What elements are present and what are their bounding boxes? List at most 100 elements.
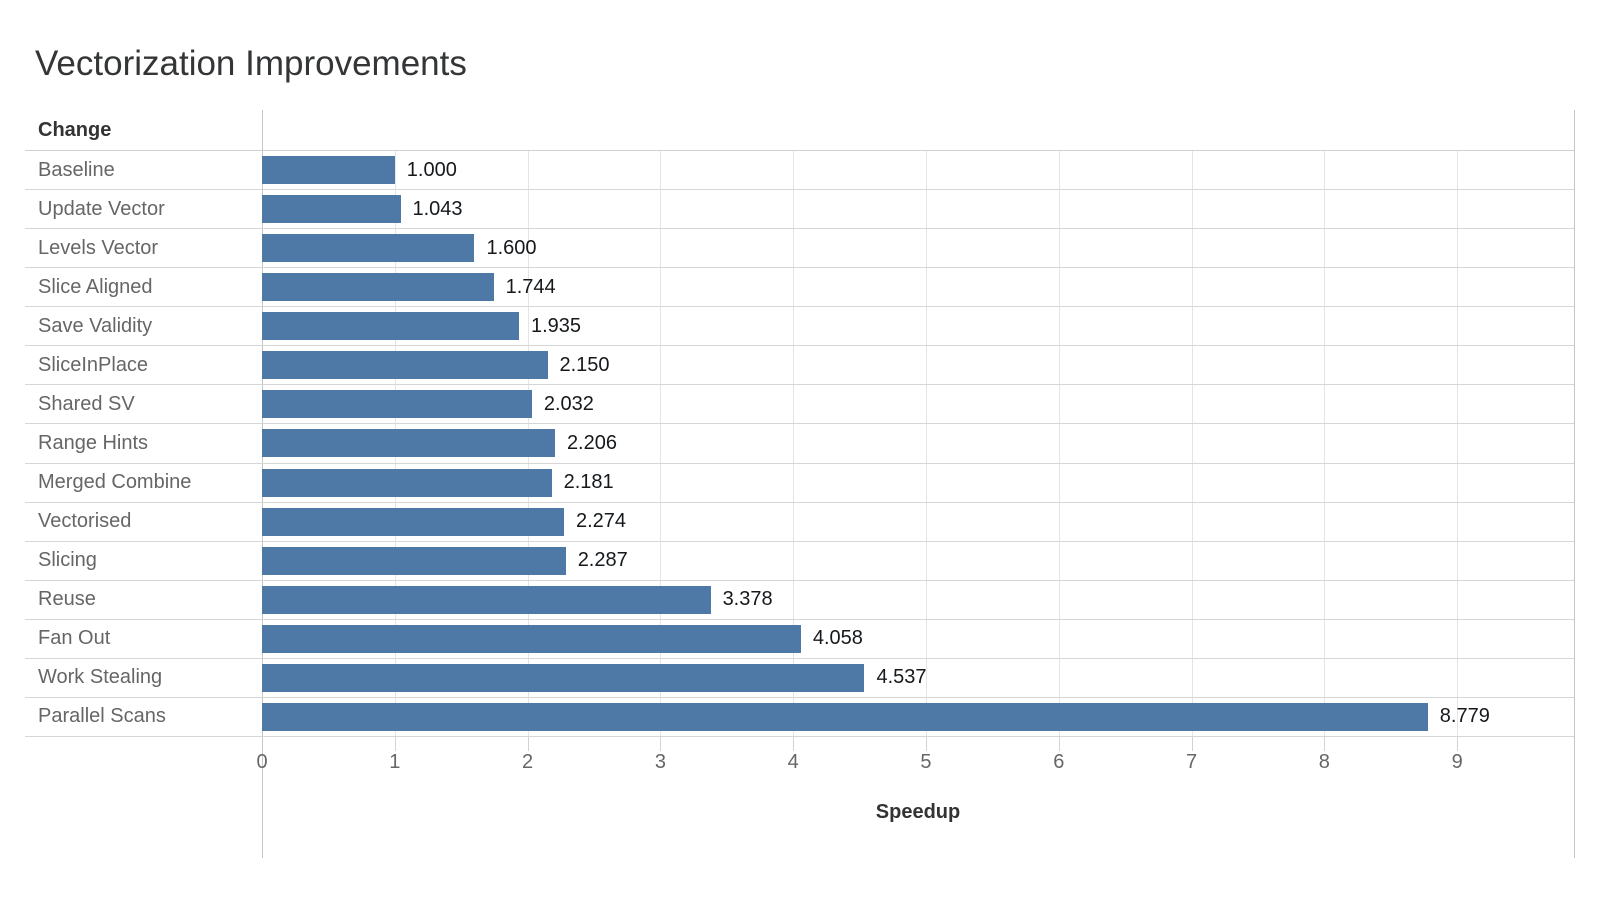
bar-value-label: 1.043 bbox=[412, 197, 463, 220]
x-tick-label: 5 bbox=[920, 751, 932, 773]
bar-value-label: 2.032 bbox=[543, 392, 594, 415]
x-tick-mark bbox=[1191, 737, 1193, 751]
category-label: SliceInPlace bbox=[38, 353, 149, 376]
x-tick-label: 8 bbox=[1318, 751, 1330, 773]
row-plot-area: 1.744 bbox=[262, 268, 1574, 306]
bar-mark[interactable] bbox=[262, 273, 494, 302]
x-tick-label: 3 bbox=[654, 751, 666, 773]
x-gridline bbox=[1058, 151, 1060, 737]
x-tick-label: 9 bbox=[1451, 751, 1463, 773]
x-gridline bbox=[925, 151, 927, 737]
table-row: Parallel Scans 8.779 bbox=[25, 698, 1574, 737]
category-label: Save Validity bbox=[38, 314, 153, 337]
row-plot-area: 4.058 bbox=[262, 620, 1574, 658]
bar-mark[interactable] bbox=[262, 312, 519, 341]
table-row: Shared SV 2.032 bbox=[25, 385, 1574, 425]
row-header-label: Change bbox=[38, 119, 112, 141]
x-tick-mark bbox=[925, 737, 927, 751]
row-plot-area: 2.032 bbox=[262, 385, 1574, 423]
table-row: Save Validity 1.935 bbox=[25, 307, 1574, 347]
x-tick-mark bbox=[394, 737, 396, 751]
row-plot-area: 2.206 bbox=[262, 424, 1574, 462]
x-tick-label: 4 bbox=[787, 751, 799, 773]
bar-mark[interactable] bbox=[262, 390, 532, 419]
x-tick-label: 2 bbox=[522, 751, 534, 773]
x-tick-label: 7 bbox=[1185, 751, 1198, 773]
bar-value-label: 3.378 bbox=[722, 588, 773, 611]
bar-value-label: 4.058 bbox=[812, 627, 863, 650]
x-tick-label: 1 bbox=[389, 751, 401, 773]
table-row: Fan Out 4.058 bbox=[25, 620, 1574, 659]
bar-mark[interactable] bbox=[262, 624, 801, 653]
bar-mark[interactable] bbox=[262, 156, 395, 185]
table-row: Reuse 3.378 bbox=[25, 581, 1574, 620]
bar-value-label: 1.000 bbox=[406, 158, 457, 181]
table-row: Slicing 2.287 bbox=[25, 542, 1574, 581]
x-tick-mark bbox=[1058, 737, 1060, 751]
table-row: Work Stealing 4.537 bbox=[25, 659, 1574, 698]
row-plot-area: 3.378 bbox=[262, 581, 1574, 619]
category-label: Slice Aligned bbox=[38, 275, 153, 298]
x-gridline bbox=[1191, 151, 1193, 737]
bar-rows: Baseline 1.000 Update Vector 1.043 Levels Ve… bbox=[25, 151, 1574, 737]
category-label: Merged Combine bbox=[38, 471, 192, 494]
x-tick-mark bbox=[1457, 737, 1459, 751]
bar-mark[interactable] bbox=[262, 195, 401, 224]
table-row: Levels Vector 1.600 bbox=[25, 229, 1574, 269]
table-row: Vectorised 2.274 bbox=[25, 503, 1574, 542]
category-label: Work Stealing bbox=[38, 666, 163, 689]
bar-mark[interactable] bbox=[262, 546, 566, 575]
bar-mark[interactable] bbox=[262, 429, 555, 458]
table-row: Merged Combine 2.181 bbox=[25, 464, 1574, 503]
bar-value-label: 2.206 bbox=[566, 431, 617, 454]
row-plot-area: 2.181 bbox=[262, 464, 1574, 502]
bar-mark[interactable] bbox=[262, 585, 711, 614]
x-tick-label: 0 bbox=[256, 751, 268, 773]
bar-mark[interactable] bbox=[262, 468, 552, 497]
x-tick-mark bbox=[793, 737, 795, 751]
category-label: Vectorised bbox=[38, 510, 132, 533]
bar-value-label: 2.181 bbox=[563, 471, 614, 494]
category-label: Update Vector bbox=[38, 197, 165, 220]
plot-right-border bbox=[1574, 110, 1575, 858]
category-label: Levels Vector bbox=[38, 236, 159, 259]
x-gridline bbox=[1324, 151, 1326, 737]
category-label: Shared SV bbox=[38, 392, 135, 415]
row-plot-area: 2.150 bbox=[262, 346, 1574, 384]
bar-mark[interactable] bbox=[262, 507, 564, 536]
bar-value-label: 1.935 bbox=[530, 314, 582, 337]
bar-mark[interactable] bbox=[262, 663, 865, 692]
row-plot-area: 2.274 bbox=[262, 503, 1574, 541]
bar-value-label: 2.274 bbox=[575, 510, 627, 533]
row-plot-area: 2.287 bbox=[262, 542, 1574, 580]
bar-mark[interactable] bbox=[262, 234, 475, 263]
category-label: Parallel Scans bbox=[38, 705, 166, 728]
x-gridline bbox=[793, 151, 795, 737]
table-row: Slice Aligned 1.744 bbox=[25, 268, 1574, 308]
bar-value-label: 4.537 bbox=[876, 666, 927, 689]
bar-mark[interactable] bbox=[262, 351, 548, 380]
bar-value-label: 2.287 bbox=[577, 549, 628, 572]
row-plot-area: 1.600 bbox=[262, 229, 1574, 267]
row-plot-area: 1.000 bbox=[262, 151, 1574, 189]
table-row: Range Hints 2.206 bbox=[25, 424, 1574, 464]
row-plot-area: 4.537 bbox=[262, 659, 1574, 697]
category-label: Baseline bbox=[38, 158, 115, 181]
x-tick-mark bbox=[660, 737, 662, 751]
x-tick-mark bbox=[527, 737, 529, 751]
category-label: Fan Out bbox=[38, 627, 111, 650]
bar-value-label: 2.150 bbox=[559, 353, 610, 376]
x-tick-label: 6 bbox=[1053, 751, 1065, 773]
category-label: Range Hints bbox=[38, 431, 149, 454]
table-row: Baseline 1.000 bbox=[25, 151, 1574, 191]
bar-mark[interactable] bbox=[262, 702, 1428, 731]
x-gridline bbox=[660, 151, 662, 737]
row-plot-area: 1.043 bbox=[262, 190, 1574, 228]
x-axis-title: Speedup bbox=[875, 801, 961, 823]
chart-title: Vectorization Improvements bbox=[35, 44, 467, 83]
x-tick-mark bbox=[1324, 737, 1326, 751]
row-plot-area: 1.935 bbox=[262, 307, 1574, 345]
category-label: Slicing bbox=[38, 549, 97, 572]
bar-value-label: 1.744 bbox=[505, 275, 556, 298]
